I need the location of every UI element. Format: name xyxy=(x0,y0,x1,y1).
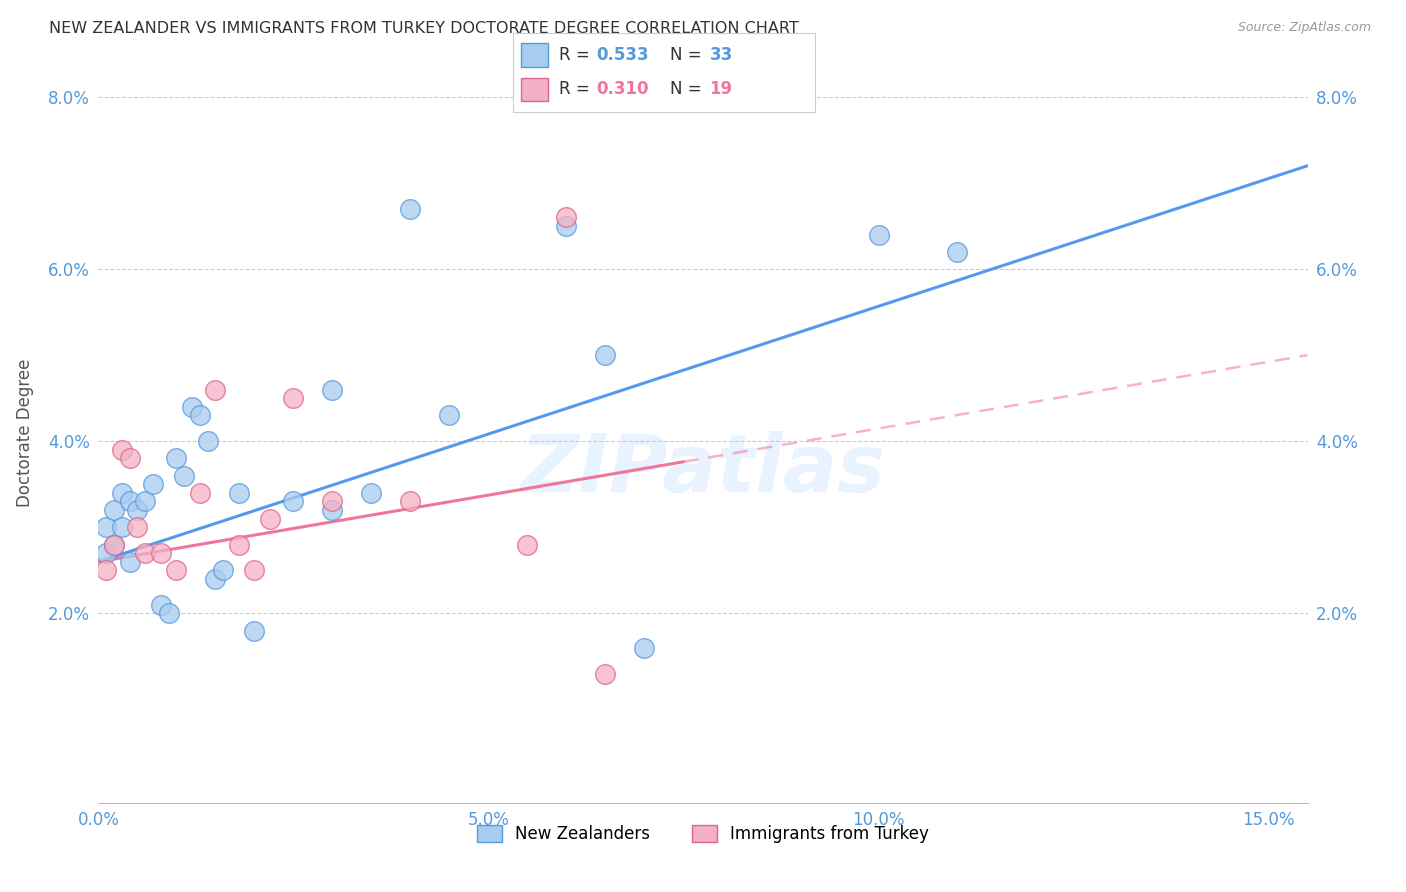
Point xyxy=(555,211,578,225)
Point xyxy=(173,468,195,483)
Point xyxy=(181,400,204,414)
Point xyxy=(283,494,305,508)
Point xyxy=(127,503,149,517)
Point xyxy=(868,227,890,242)
Point xyxy=(96,520,118,534)
Point xyxy=(243,624,266,638)
Point xyxy=(204,383,226,397)
Point xyxy=(399,202,422,216)
Point xyxy=(127,520,149,534)
Text: R =: R = xyxy=(558,80,595,98)
Point xyxy=(157,607,180,621)
Point xyxy=(516,537,538,551)
Point xyxy=(149,598,172,612)
Text: ZIPatlas: ZIPatlas xyxy=(520,431,886,508)
Point xyxy=(259,512,281,526)
Text: N =: N = xyxy=(671,45,707,63)
Text: R =: R = xyxy=(558,45,595,63)
Text: 33: 33 xyxy=(710,45,733,63)
Point xyxy=(243,563,266,577)
Point xyxy=(633,640,655,655)
Point xyxy=(188,409,211,423)
Point xyxy=(118,451,141,466)
Point xyxy=(555,219,578,233)
Point xyxy=(228,537,250,551)
Point xyxy=(212,563,235,577)
Point xyxy=(595,666,617,681)
Point xyxy=(439,409,461,423)
FancyBboxPatch shape xyxy=(520,43,548,67)
Text: N =: N = xyxy=(671,80,707,98)
Point xyxy=(228,486,250,500)
Point xyxy=(283,391,305,405)
Point xyxy=(321,383,343,397)
Point xyxy=(103,537,125,551)
Legend: New Zealanders, Immigrants from Turkey: New Zealanders, Immigrants from Turkey xyxy=(470,819,936,850)
Point xyxy=(188,486,211,500)
Point xyxy=(595,348,617,362)
Point xyxy=(134,494,156,508)
Point xyxy=(321,503,343,517)
Text: 0.310: 0.310 xyxy=(596,80,648,98)
Point xyxy=(399,494,422,508)
Text: Source: ZipAtlas.com: Source: ZipAtlas.com xyxy=(1237,21,1371,34)
Text: 19: 19 xyxy=(710,80,733,98)
Point xyxy=(134,546,156,560)
Point xyxy=(165,451,187,466)
Point xyxy=(945,244,967,259)
Point xyxy=(103,537,125,551)
Point xyxy=(103,503,125,517)
Point xyxy=(118,494,141,508)
Point xyxy=(165,563,187,577)
Point xyxy=(111,520,134,534)
Point xyxy=(118,555,141,569)
Point xyxy=(149,546,172,560)
Point xyxy=(111,486,134,500)
Point xyxy=(96,563,118,577)
FancyBboxPatch shape xyxy=(520,78,548,102)
Y-axis label: Doctorate Degree: Doctorate Degree xyxy=(17,359,34,507)
Point xyxy=(204,572,226,586)
Text: NEW ZEALANDER VS IMMIGRANTS FROM TURKEY DOCTORATE DEGREE CORRELATION CHART: NEW ZEALANDER VS IMMIGRANTS FROM TURKEY … xyxy=(49,21,799,36)
Point xyxy=(197,434,219,449)
Point xyxy=(321,494,343,508)
Point xyxy=(111,442,134,457)
Text: 0.533: 0.533 xyxy=(596,45,650,63)
Point xyxy=(96,546,118,560)
Point xyxy=(360,486,382,500)
Point xyxy=(142,477,165,491)
